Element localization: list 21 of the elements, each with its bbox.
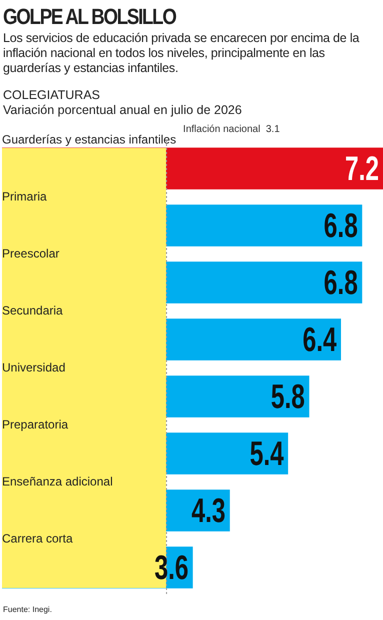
y-tick-label: Preescolar xyxy=(2,246,60,260)
y-tick-label: Enseñanza adicional xyxy=(2,474,113,488)
text: Variación porcentual anual en julio de 2026 xyxy=(3,103,243,118)
y-tick-label: Guarderías y estancias infantiles xyxy=(2,132,176,146)
data-label: 6.8 xyxy=(324,264,358,302)
source-note: Fuente: Inegi. xyxy=(3,604,53,616)
y-tick-label: Primaria xyxy=(2,189,47,204)
text: COLEGIATURAS xyxy=(3,88,102,103)
y-tick-label: Carrera corta xyxy=(2,531,74,546)
chart-title: GOLPE AL BOLSILLO xyxy=(3,4,178,30)
ref-line-label: Inflación nacional 3.1 xyxy=(183,124,280,135)
y-tick-label: Universidad xyxy=(2,360,66,374)
chart-subtitle: Los servicios de educación privada se encarecen por encima de la inflación nacional en todos los niveles, principalmente en las guarderías y estancias infantiles. xyxy=(3,31,360,76)
data-label: 6.4 xyxy=(302,321,338,359)
data-label: 5.4 xyxy=(250,435,284,473)
data-label: 4.3 xyxy=(192,492,226,530)
y-tick-label: Preparatoria xyxy=(2,417,68,432)
data-label: 6.8 xyxy=(324,207,358,245)
data-label: 7.2 xyxy=(344,150,379,188)
y-tick-label: Secundaria xyxy=(2,303,64,318)
data-label: 5.8 xyxy=(270,378,305,416)
